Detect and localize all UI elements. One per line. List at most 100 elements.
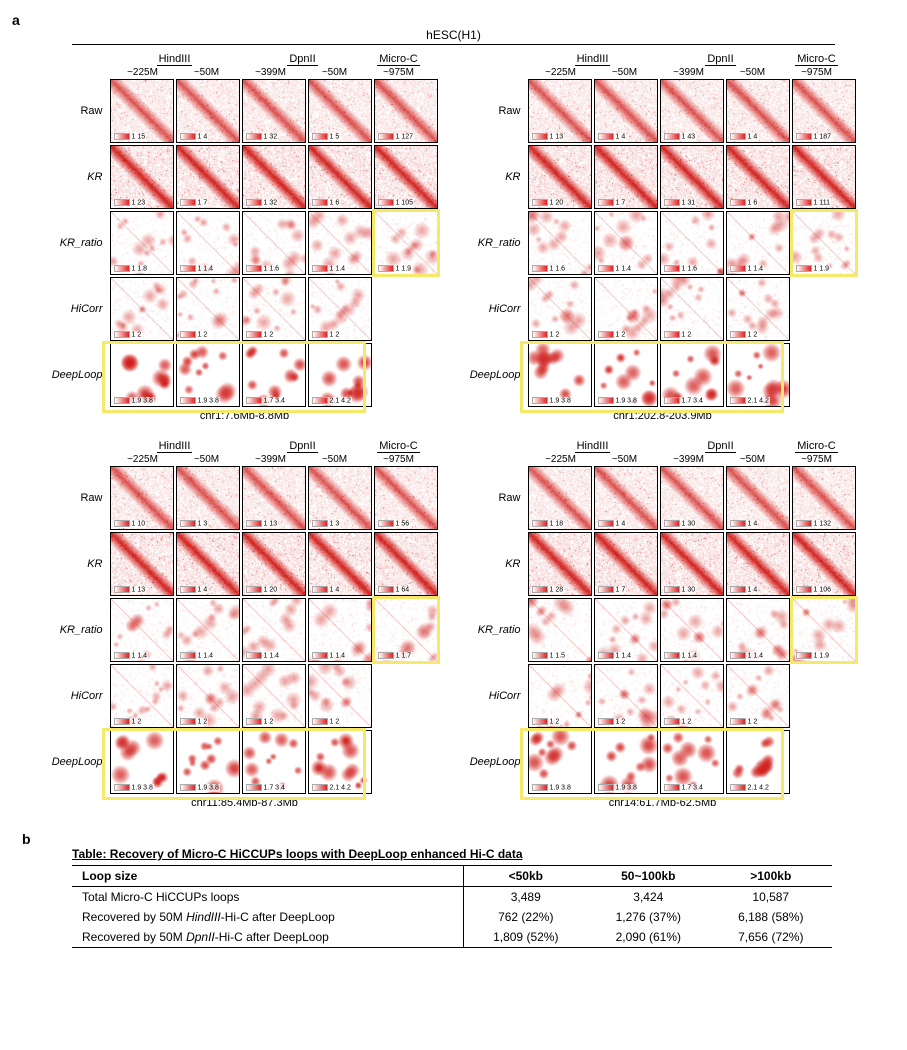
colorbar-label: 1 64: [377, 586, 411, 594]
heatmap-cell: 1 105: [374, 145, 438, 209]
colorbar-label: 1 15: [113, 133, 147, 141]
heatmap-cell: 1 3: [308, 466, 372, 530]
heatmap-cell: 1 2: [726, 277, 790, 341]
heatmap-cell: 1 187: [792, 79, 856, 143]
heatmap-cell: 1 1.6: [242, 211, 306, 275]
heatmap-cell: 1 2: [176, 664, 240, 728]
heatmap-cell: 1 18: [528, 466, 592, 530]
table-cell: 7,656 (72%): [710, 927, 832, 948]
colorbar-label: 1 13: [245, 520, 279, 528]
heatmap-cell: 2.1 4.2: [308, 730, 372, 794]
panel-b: b Table: Recovery of Micro-C HiCCUPs loo…: [72, 831, 832, 948]
row-label: HiCorr: [469, 303, 527, 315]
heatmap-cell: 1 20: [528, 145, 592, 209]
table-header: Loop size: [72, 866, 464, 887]
heatmap-cell: 1.9 3.8: [528, 343, 592, 407]
heatmap-cell: 1 2: [726, 664, 790, 728]
loops-table: Loop size<50kb50~100kb>100kb Total Micro…: [72, 865, 832, 948]
colorbar-label: 1 31: [663, 199, 697, 207]
heatmap-cell: 1 2: [528, 664, 592, 728]
colorbar-label: 1 3: [179, 520, 209, 528]
colorbar-label: 1 2: [311, 718, 341, 726]
heatmap-cell: 1 1.9: [792, 211, 856, 275]
heatmap-cell: 1 28: [528, 532, 592, 596]
region: HindIIIDpnIIMicro-C~225M~50M~399M~50M~97…: [469, 53, 857, 422]
heatmap-cell: 1 1.4: [308, 211, 372, 275]
colorbar-label: 1 1.4: [311, 265, 347, 273]
heatmap-cell: 1 13: [110, 532, 174, 596]
heatmap-cell: 1 1.4: [242, 598, 306, 662]
heatmap-cell: 1 1.5: [528, 598, 592, 662]
heatmap-cell: 1 56: [374, 466, 438, 530]
colorbar-label: 1 5: [311, 133, 341, 141]
colorbar-label: 1 1.4: [179, 265, 215, 273]
heatmap-cell: 1 6: [726, 145, 790, 209]
heatmap-cell: 1 43: [660, 79, 724, 143]
row-label: KR: [469, 558, 527, 570]
row-label: Raw: [469, 492, 527, 504]
table-cell: 10,587: [710, 887, 832, 908]
heatmap-cell: 1 7: [594, 532, 658, 596]
colorbar-label: 1 30: [663, 520, 697, 528]
heatmap-cell: 1.9 3.8: [176, 343, 240, 407]
table-cell: 6,188 (58%): [710, 907, 832, 927]
table-cell: 3,489: [464, 887, 587, 908]
colorbar-label: 1.9 3.8: [113, 784, 154, 792]
colorbar-label: 1.9 3.8: [597, 784, 638, 792]
table-title: Table: Recovery of Micro-C HiCCUPs loops…: [72, 847, 832, 861]
heatmap-cell: 1 1.4: [176, 598, 240, 662]
colorbar-label: 1 1.6: [531, 265, 567, 273]
colorbar-label: 1 1.9: [795, 265, 831, 273]
colorbar-label: 1 4: [597, 520, 627, 528]
region-caption: chr1:202.8-203.9Mb: [613, 410, 711, 422]
heatmap-cell: 1 30: [660, 532, 724, 596]
colorbar-label: 1.7 3.4: [245, 397, 286, 405]
heatmap-cell: 1 1.4: [176, 211, 240, 275]
table-cell: 2,090 (61%): [587, 927, 709, 948]
region-caption: chr1:7.6Mb-8.8Mb: [200, 410, 289, 422]
heatmap-cell: 1 1.9: [374, 211, 438, 275]
heatmap-cell: 1 64: [374, 532, 438, 596]
colorbar-label: 1 187: [795, 133, 833, 141]
heatmap-cell: 1 7: [176, 145, 240, 209]
colorbar-label: 1 4: [729, 133, 759, 141]
colorbar-label: 1 2: [245, 718, 275, 726]
colorbar-label: 1 1.6: [663, 265, 699, 273]
colorbar-label: 1 1.4: [729, 265, 765, 273]
heatmap-cell: 1 1.4: [594, 598, 658, 662]
colorbar-label: 2.1 4.2: [311, 784, 352, 792]
colorbar-label: 1 1.9: [377, 265, 413, 273]
row-label: DeepLoop: [469, 369, 527, 381]
heatmap-cell: 1 2: [594, 277, 658, 341]
row-label: KR: [469, 171, 527, 183]
heatmap-cell: 1 2: [660, 664, 724, 728]
colorbar-label: 1 1.4: [597, 652, 633, 660]
table-header: <50kb: [464, 866, 587, 887]
colorbar-label: 1 2: [729, 718, 759, 726]
colorbar-label: 1 32: [245, 133, 279, 141]
heatmap-cell: 1 2: [242, 277, 306, 341]
region: HindIIIDpnIIMicro-C~225M~50M~399M~50M~97…: [51, 440, 439, 809]
region-caption: chr11:85.4Mb-87.3Mb: [191, 797, 298, 809]
row-label: KR_ratio: [51, 624, 109, 636]
table-cell: 3,424: [587, 887, 709, 908]
colorbar-label: 1 132: [795, 520, 833, 528]
colorbar-label: 1 32: [245, 199, 279, 207]
colorbar-label: 1.7 3.4: [663, 397, 704, 405]
colorbar-label: 1 4: [729, 586, 759, 594]
heatmap-panels: HindIIIDpnIIMicro-C~225M~50M~399M~50M~97…: [12, 53, 895, 809]
colorbar-label: 1 3: [311, 520, 341, 528]
table-cell: 762 (22%): [464, 907, 587, 927]
colorbar-label: 1 6: [311, 199, 341, 207]
heatmap-cell: 1 106: [792, 532, 856, 596]
table-cell: 1,276 (37%): [587, 907, 709, 927]
heatmap-cell: 1 132: [792, 466, 856, 530]
colorbar-label: 1 2: [531, 718, 561, 726]
heatmap-cell: 1 10: [110, 466, 174, 530]
table-cell: Recovered by 50M HindIII-Hi-C after Deep…: [72, 907, 464, 927]
colorbar-label: 1 2: [597, 331, 627, 339]
colorbar-label: 1 4: [597, 133, 627, 141]
heatmap-cell: 1 4: [176, 532, 240, 596]
region-caption: chr14:61.7Mb-62.5Mb: [609, 797, 717, 809]
heatmap-cell: 1 4: [594, 466, 658, 530]
